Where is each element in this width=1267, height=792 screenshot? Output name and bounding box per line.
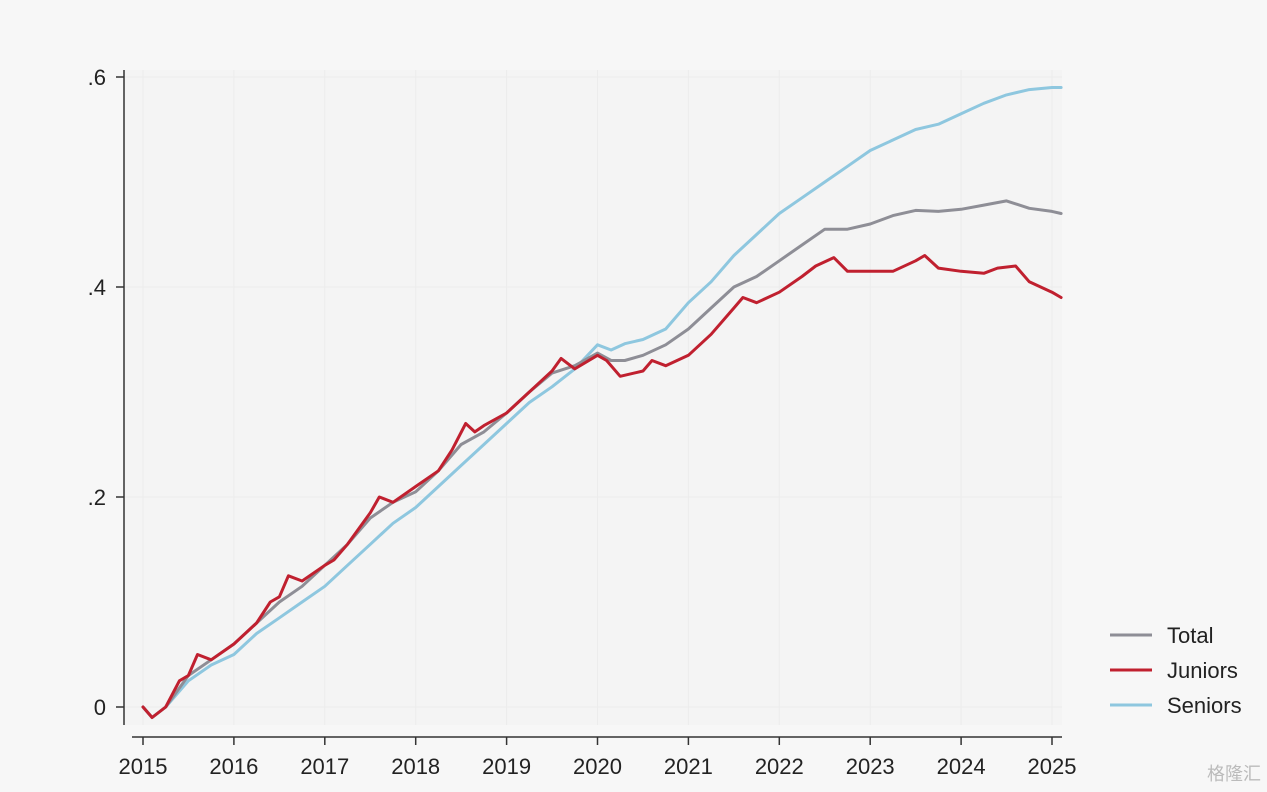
x-tick-label: 2019 (482, 754, 531, 779)
series-line-seniors (141, 86, 1063, 719)
y-tick-label: .4 (88, 275, 106, 300)
y-tick-label: 0 (94, 695, 106, 720)
x-tick-label: 2021 (664, 754, 713, 779)
x-tick-label: 2015 (119, 754, 168, 779)
x-tick-label: 2025 (1028, 754, 1077, 779)
x-tick-label: 2016 (209, 754, 258, 779)
series-line-total (141, 199, 1063, 719)
x-tick-label: 2018 (391, 754, 440, 779)
legend-label-seniors: Seniors (1167, 693, 1242, 718)
legend-label-juniors: Juniors (1167, 658, 1238, 683)
axes: 0 .2 .4 .6 2015 2016 2017 2018 2019 2020 2021 2022 2… (88, 65, 1077, 779)
y-tick-label: .2 (88, 485, 106, 510)
x-tick-label: 2022 (755, 754, 804, 779)
series-line-juniors (141, 254, 1063, 719)
y-tick-label: .6 (88, 65, 106, 90)
x-tick-label: 2020 (573, 754, 622, 779)
watermark-text: 格隆汇 (1207, 764, 1261, 785)
x-tick-label: 2024 (937, 754, 986, 779)
x-tick-label: 2023 (846, 754, 895, 779)
legend: Total Juniors Seniors (1110, 623, 1242, 718)
x-tick-label: 2017 (300, 754, 349, 779)
series-lines (141, 86, 1063, 719)
legend-label-total: Total (1167, 623, 1213, 648)
watermark: 格隆汇 (1207, 760, 1261, 786)
grid (124, 70, 1062, 725)
